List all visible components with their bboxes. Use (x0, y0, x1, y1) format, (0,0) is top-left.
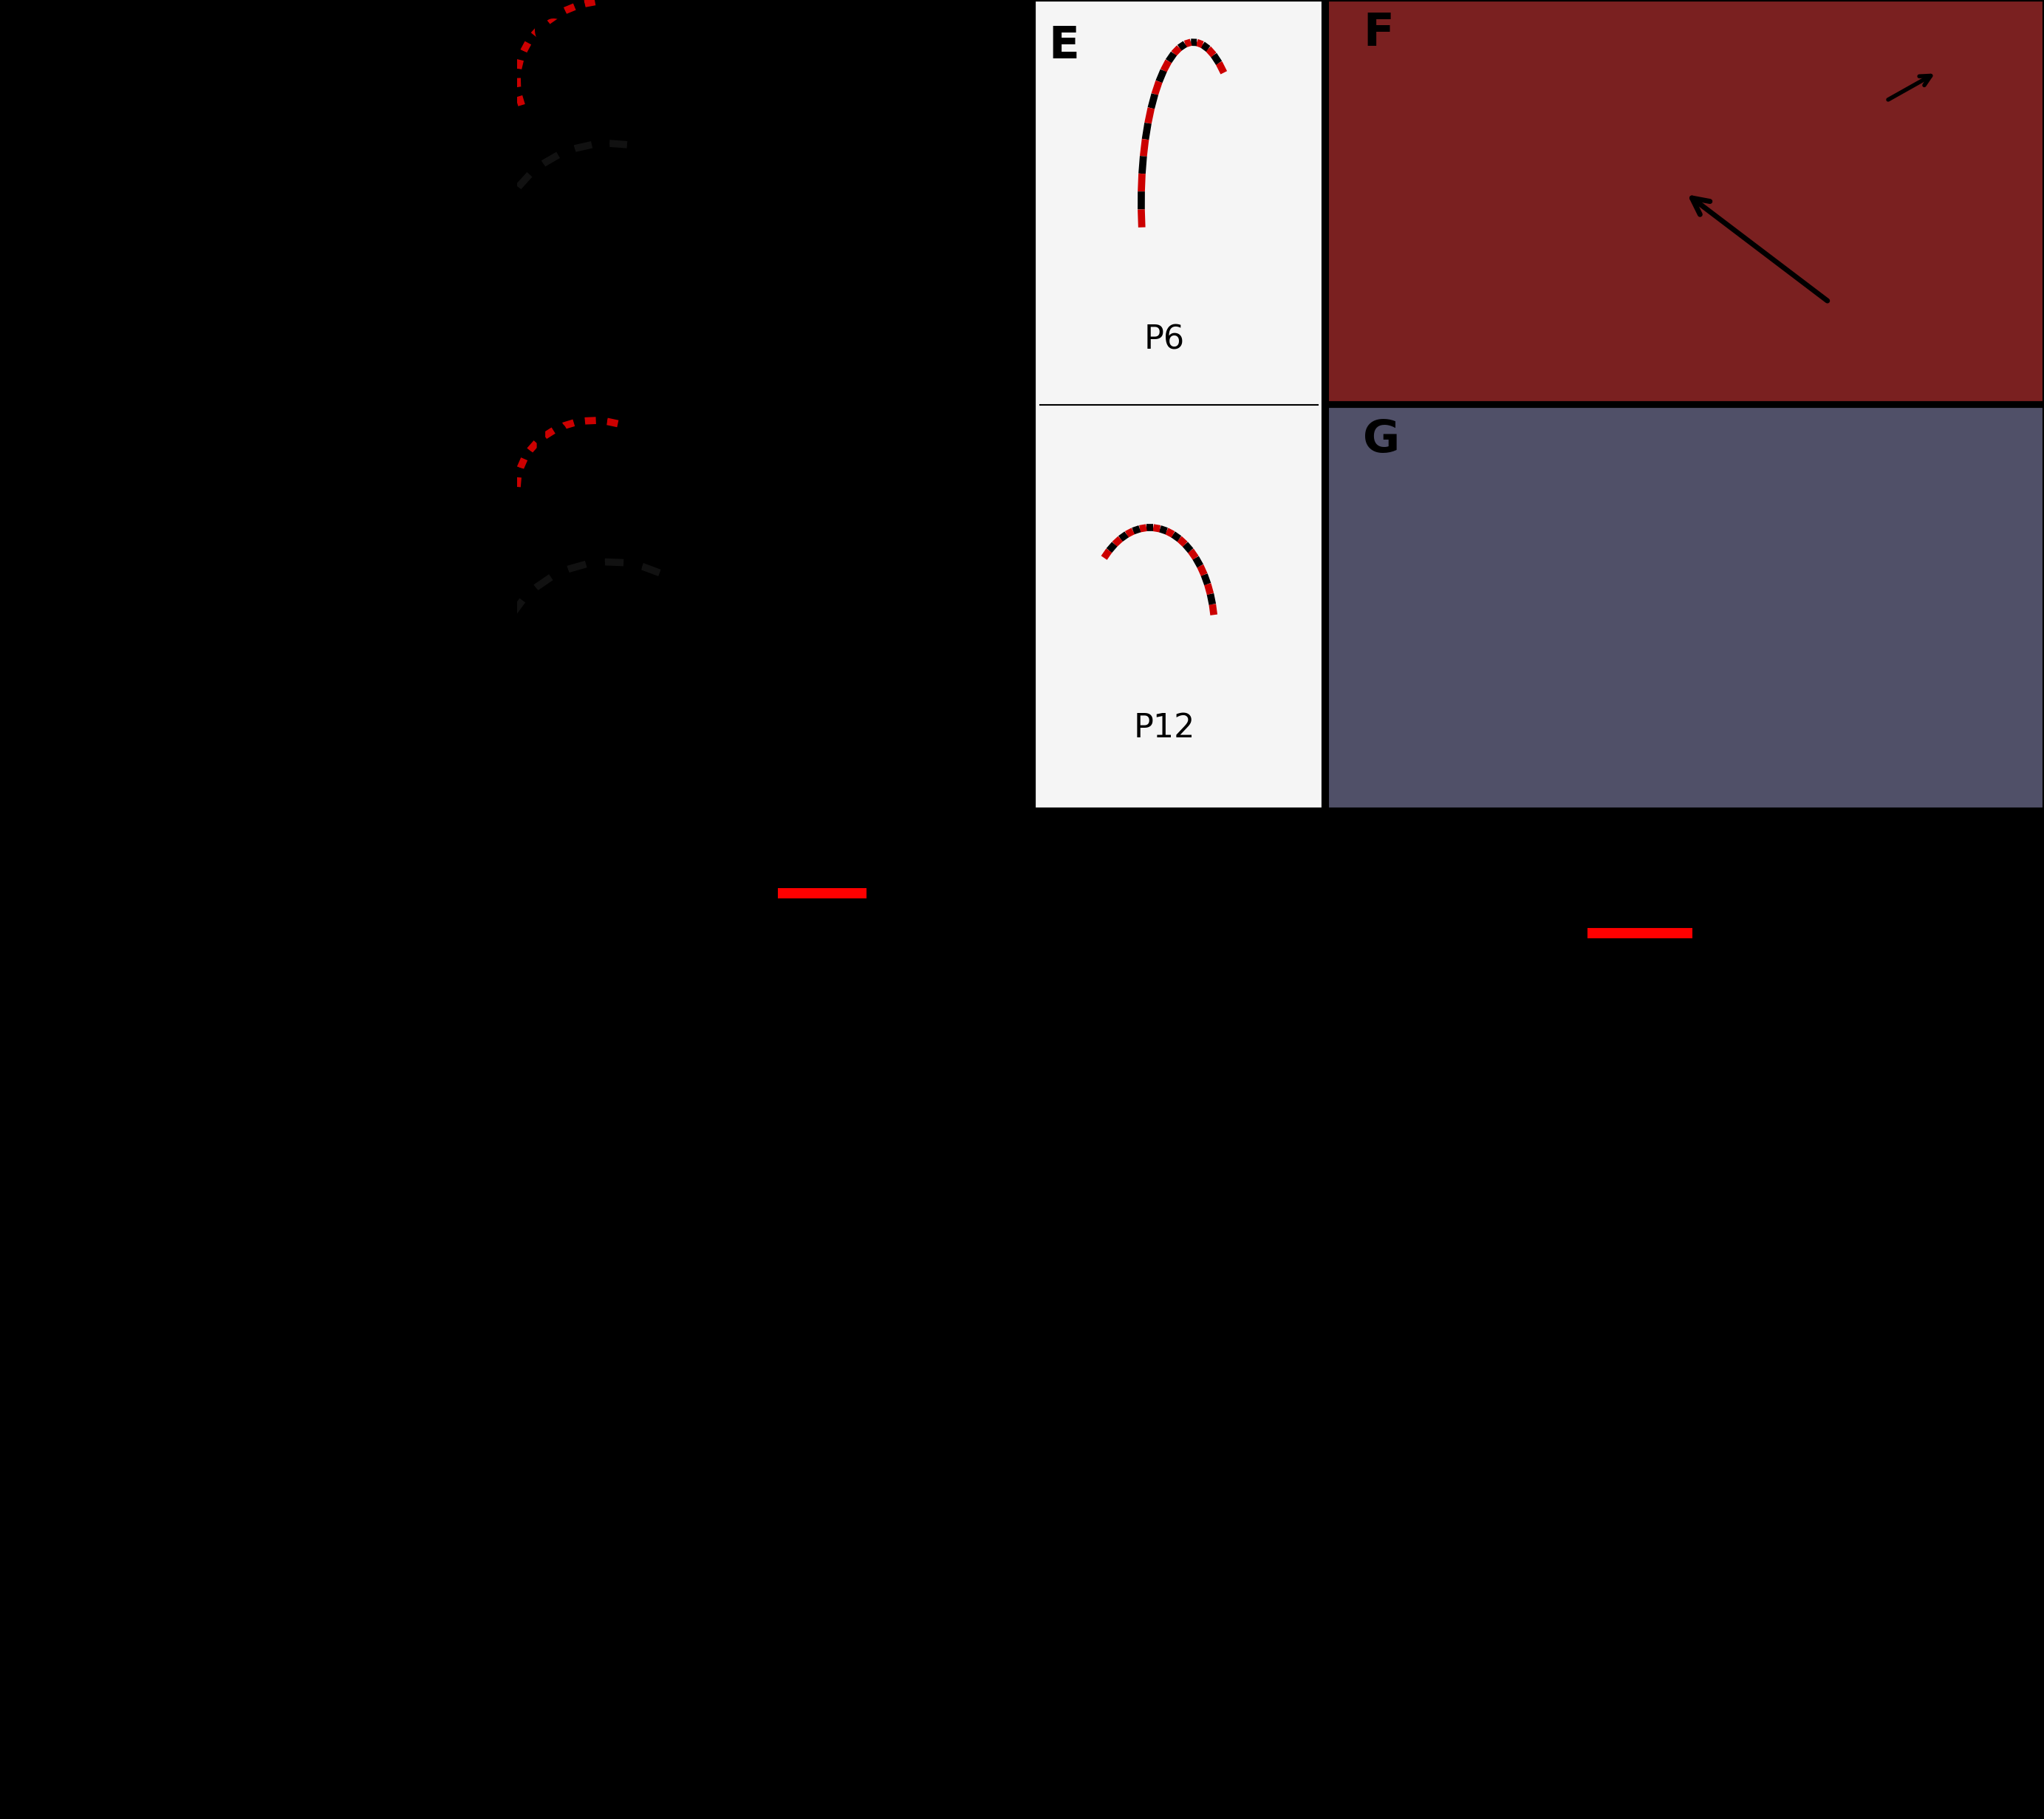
Text: F: F (1363, 13, 1394, 56)
Text: H: H (16, 828, 55, 871)
Text: A: A (16, 13, 51, 56)
Text: P6: P6 (1145, 324, 1186, 357)
Text: J: J (384, 842, 401, 886)
Text: *: * (691, 1104, 744, 1204)
Text: I: I (16, 1332, 35, 1375)
Text: B: B (16, 418, 49, 462)
Text: K: K (1141, 842, 1175, 886)
Text: C: C (533, 13, 566, 56)
Text: P12: P12 (1134, 713, 1196, 744)
Text: D: D (533, 418, 570, 462)
Text: G: G (1363, 418, 1400, 462)
Text: E: E (1049, 24, 1079, 67)
